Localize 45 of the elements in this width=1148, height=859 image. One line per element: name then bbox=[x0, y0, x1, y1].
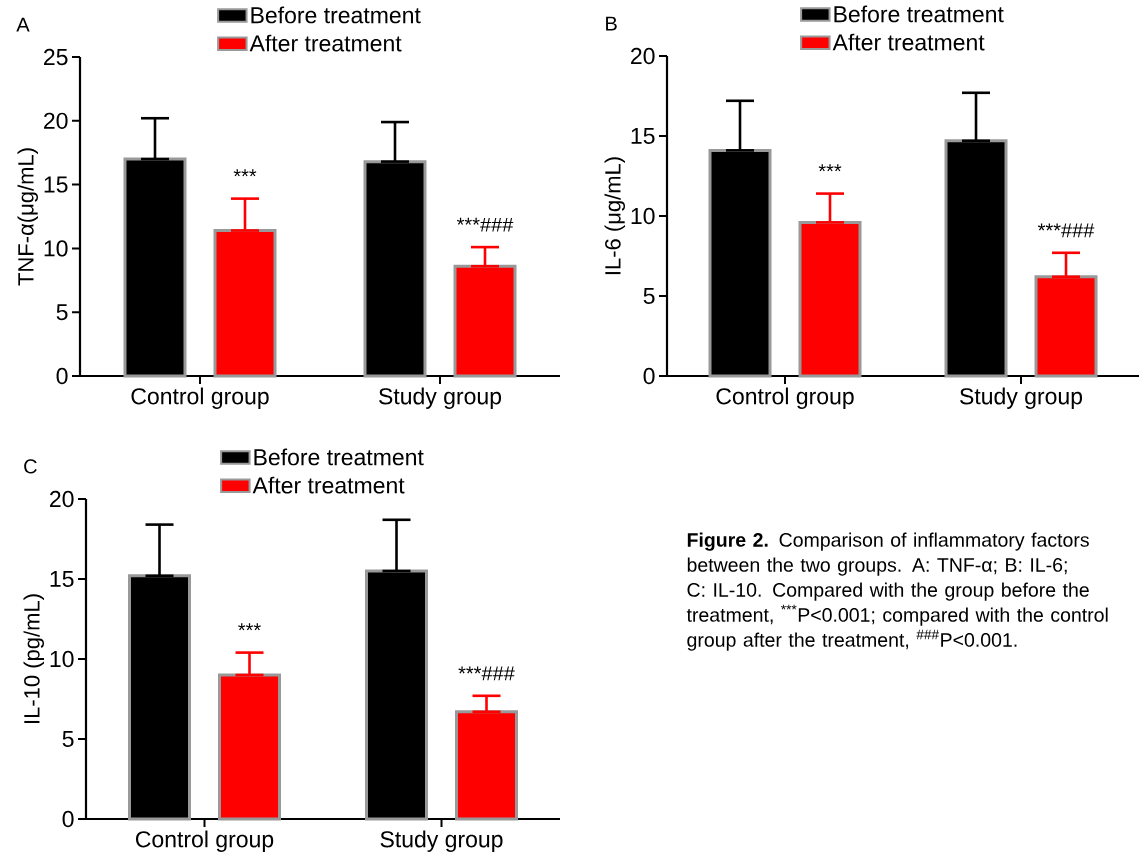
y-tick-label: 5 bbox=[56, 304, 68, 321]
bar bbox=[1034, 275, 1098, 378]
y-tick-label: 5 bbox=[643, 287, 655, 305]
annotation: *** bbox=[238, 623, 261, 631]
bar bbox=[798, 220, 862, 378]
y-tick-label: 10 bbox=[631, 207, 655, 225]
y-tick-label: 20 bbox=[44, 112, 68, 129]
y-tick-label: 10 bbox=[50, 650, 74, 668]
y-axis-title: IL-10 (pg/mL) bbox=[23, 594, 45, 723]
legend-label: Before treatment bbox=[254, 448, 424, 466]
y-tick-label: 0 bbox=[62, 810, 74, 828]
x-tick-label: Control group bbox=[135, 830, 274, 852]
x-tick-label: Study group bbox=[380, 830, 503, 852]
annotation: ***### bbox=[1037, 223, 1095, 238]
bar bbox=[213, 229, 277, 378]
legend-label: Before treatment bbox=[251, 6, 421, 24]
y-axis-title: IL-6 (μg/mL) bbox=[604, 157, 626, 275]
x-tick-label: Study group bbox=[960, 387, 1083, 409]
annotation: ***### bbox=[458, 666, 515, 681]
text: Figure 2. Comparison of inflammatory factors between the two groups. A: TNF-α; B: IL-6; C: IL-10. Compared with the group before the treatment, $^{***}$P<0.001; compared with the control group after the treatment, $^{###}$P<0.001. bbox=[686, 532, 1108, 651]
chart-title: A bbox=[16, 17, 30, 32]
legend-label: Before treatment bbox=[834, 5, 1004, 23]
x-tick-label: Control group bbox=[131, 387, 269, 409]
y-tick-label: 15 bbox=[50, 570, 74, 588]
y-tick-label: 0 bbox=[643, 367, 655, 385]
y-tick-label: 15 bbox=[631, 127, 655, 145]
annotation: *** bbox=[233, 169, 257, 177]
legend-label: After treatment bbox=[252, 476, 405, 494]
y-tick-label: 20 bbox=[50, 490, 74, 508]
y-tick-label: 5 bbox=[62, 730, 74, 748]
bar bbox=[453, 264, 517, 378]
y-tick-label: 10 bbox=[44, 240, 68, 257]
x-tick-label: Study group bbox=[379, 387, 502, 409]
annotation: *** bbox=[818, 164, 842, 172]
y-tick-label: 15 bbox=[44, 176, 68, 193]
y-tick-label: 25 bbox=[44, 48, 68, 66]
y-axis-title: TNF-α(μg/mL) bbox=[17, 148, 39, 286]
annotation: ***### bbox=[456, 217, 514, 232]
legend-label: After treatment bbox=[832, 33, 985, 51]
y-tick-label: 20 bbox=[631, 47, 655, 65]
y-tick-label: 0 bbox=[56, 367, 68, 385]
chart-title: B bbox=[606, 16, 617, 31]
legend-label: After treatment bbox=[249, 34, 402, 52]
x-tick-label: Control group bbox=[716, 387, 854, 409]
chart-title: C bbox=[24, 459, 37, 474]
